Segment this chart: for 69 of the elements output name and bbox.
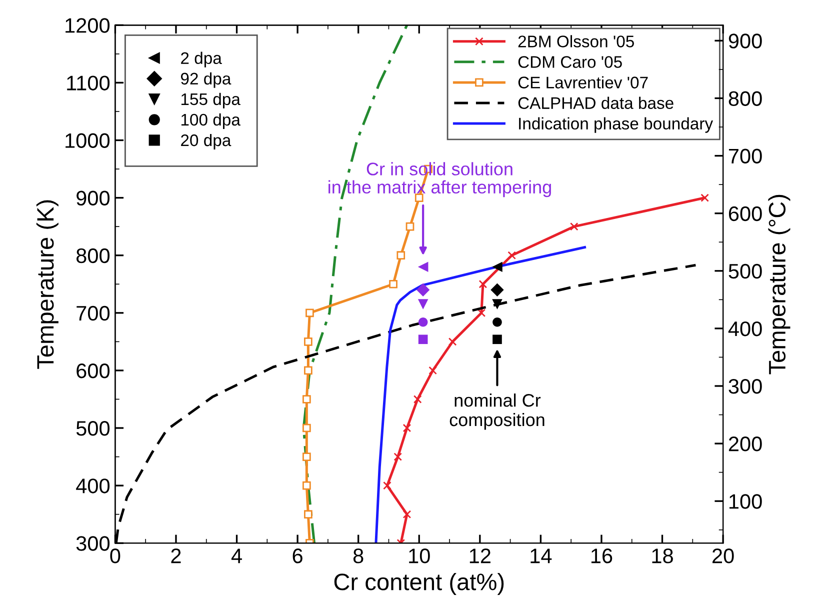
point (406, 222, 414, 231)
y2-tick-label: 700 (728, 148, 762, 164)
y2-tick-label: 400 (728, 321, 762, 336)
legend-label: 2 dpa (181, 52, 222, 68)
x-tick-label: 16 (591, 548, 612, 564)
x-tick-label: 12 (470, 548, 490, 564)
y-tick-label: 700 (76, 306, 110, 321)
y2-tick-label: 500 (728, 264, 762, 279)
legend-label: Indication phase boundary (519, 117, 714, 133)
y2-tick-label: 200 (728, 436, 762, 452)
point (700, 194, 709, 202)
y2-tick-label: 800 (728, 91, 762, 106)
y-tick-label: 400 (76, 478, 110, 494)
point (302, 424, 311, 432)
point (478, 280, 488, 288)
point (402, 424, 412, 432)
point (304, 510, 312, 519)
point (448, 338, 457, 346)
x-tick-label: 8 (353, 548, 364, 564)
x-tick-label: 14 (530, 548, 552, 564)
y-tick-label: 900 (76, 190, 110, 206)
point (414, 194, 424, 202)
legend-label: 2BM Olsson '05 (518, 35, 634, 48)
point (413, 395, 422, 404)
point (306, 308, 314, 318)
point (570, 222, 578, 231)
y-tick-label: 300 (76, 536, 110, 551)
y-axis-title: Temperature (K) (36, 200, 58, 369)
legend-label: CE Lavrentiev '07 (518, 76, 648, 88)
x-tick-label: 0 (110, 548, 120, 564)
legend-label: 92 dpa (180, 72, 232, 88)
legend-label: CDM Caro '05 (518, 56, 622, 68)
legend-label: 100 dpa (181, 113, 240, 129)
point (302, 395, 311, 404)
y-tick-label: 600 (76, 363, 110, 378)
legend-label: CALPHAD data base (518, 96, 674, 109)
legend-label: 155 dpa (181, 92, 240, 108)
x-tick-label: 6 (292, 548, 302, 564)
point (477, 308, 486, 318)
point (389, 280, 398, 288)
y2-tick-label: 900 (728, 34, 762, 48)
legend-label: 20 dpa (181, 134, 232, 150)
point (302, 452, 311, 461)
x-axis-title: Cr content (at%) (334, 572, 504, 595)
x-tick-label: 20 (712, 548, 734, 564)
line-series (374, 246, 586, 544)
x-tick-label: 4 (231, 548, 242, 564)
y-tick-label: 1000 (66, 133, 110, 148)
point (302, 481, 311, 490)
point (304, 366, 312, 375)
point (428, 366, 437, 375)
point (383, 481, 392, 490)
x-tick-label: 18 (652, 548, 673, 564)
point (394, 452, 402, 461)
y-tick-label: 1100 (67, 76, 110, 90)
x-tick-label: 10 (409, 548, 430, 564)
y-tick-label: 1200 (66, 18, 110, 33)
y2-axis-title: Temperature (°C) (768, 194, 790, 374)
point (304, 338, 312, 346)
y2-tick-label: 300 (728, 378, 762, 394)
point (396, 251, 406, 260)
point (508, 251, 516, 260)
point (402, 510, 412, 519)
y-tick-label: 500 (76, 421, 110, 436)
y2-tick-label: 100 (729, 494, 762, 509)
y-tick-label: 800 (76, 248, 110, 264)
x-tick-label: 2 (171, 548, 181, 564)
annotation: nominal Cr composition (450, 394, 544, 430)
y2-tick-label: 600 (728, 206, 762, 222)
